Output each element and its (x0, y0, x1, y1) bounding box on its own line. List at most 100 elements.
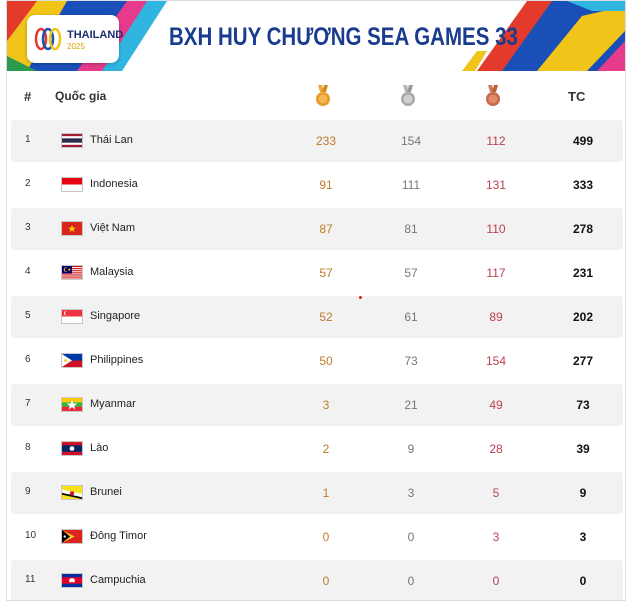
vietnam-flag-icon (61, 221, 83, 236)
gold-cell: 87 (319, 222, 333, 236)
silver-cell: 61 (404, 310, 418, 324)
total-header: TC (568, 89, 586, 104)
bronze-cell: 0 (492, 574, 500, 588)
country-cell: Indonesia (90, 178, 138, 190)
country-cell: Thái Lan (90, 134, 133, 146)
table-header: # Quốc gia TC (7, 73, 625, 119)
gold-cell: 0 (322, 530, 330, 544)
gold-cell: 50 (319, 354, 333, 368)
gold-cell: 57 (319, 266, 333, 280)
laos-flag-icon (61, 441, 83, 456)
total-cell: 0 (579, 574, 587, 588)
rank-cell: 3 (25, 222, 31, 233)
total-cell: 499 (572, 134, 594, 148)
country-cell: Philippines (90, 354, 144, 366)
rank-cell: 1 (25, 134, 31, 145)
silver-cell: 111 (401, 178, 421, 192)
table-row: 3 Việt Nam 87 81 110 278 (11, 208, 623, 250)
total-cell: 278 (572, 222, 594, 236)
bronze-cell: 49 (489, 398, 503, 412)
country-header: Quốc gia (55, 89, 107, 103)
rank-cell: 6 (25, 354, 31, 365)
rank-cell: 10 (25, 530, 37, 541)
brunei-flag-icon (61, 485, 83, 500)
gold-cell: 233 (315, 134, 337, 148)
country-cell: Lào (90, 442, 109, 454)
silver-cell: 0 (407, 574, 415, 588)
rank-cell: 4 (25, 266, 31, 277)
silver-cell: 9 (407, 442, 415, 456)
bronze-medal-icon (486, 85, 500, 106)
gold-cell: 0 (322, 574, 330, 588)
country-cell: Brunei (90, 486, 122, 498)
table-row: 8 Lào 2 9 28 39 (11, 428, 623, 470)
bronze-cell: 110 (486, 222, 506, 236)
rank-cell: 5 (25, 310, 31, 321)
table-row: 1 Thái Lan 233 154 112 499 (11, 120, 623, 162)
malaysia-flag-icon (61, 265, 83, 280)
table-row: 11 Campuchia 0 0 0 0 (11, 560, 623, 600)
sea-games-emblem-icon (34, 27, 62, 51)
rank-cell: 11 (25, 574, 36, 585)
table-row: 5 Singapore 52 61 89 202 (11, 296, 623, 338)
table-row: 10 Đông Timor 0 0 3 3 (11, 516, 623, 558)
gold-cell: 2 (322, 442, 330, 456)
bronze-cell: 5 (492, 486, 500, 500)
gold-cell: 3 (322, 398, 330, 412)
total-cell: 3 (579, 530, 587, 544)
philippines-flag-icon (61, 353, 83, 368)
red-dot-marker (359, 296, 362, 299)
total-cell: 231 (572, 266, 594, 280)
rank-cell: 8 (25, 442, 31, 453)
medal-table-card: THAILAND 2025 BXH HUY CHƯƠNG SEA GAMES 3… (6, 0, 626, 601)
logo-text: THAILAND (67, 29, 124, 41)
gold-medal-icon (316, 85, 330, 106)
silver-cell: 154 (400, 134, 422, 148)
silver-cell: 57 (404, 266, 418, 280)
table-row: 6 Philippines 50 73 154 277 (11, 340, 623, 382)
silver-cell: 3 (407, 486, 415, 500)
bronze-cell: 89 (489, 310, 503, 324)
table-row: 9 Brunei 1 3 5 9 (11, 472, 623, 514)
country-cell: Đông Timor (90, 530, 147, 542)
timor-leste-flag-icon (61, 529, 83, 544)
table-row: 2 Indonesia 91 111 131 333 (11, 164, 623, 206)
myanmar-flag-icon (61, 397, 83, 412)
silver-medal-icon (401, 85, 415, 106)
gold-cell: 52 (319, 310, 333, 324)
rank-cell: 7 (25, 398, 31, 409)
table-row: 7 Myanmar 3 21 49 73 (11, 384, 623, 426)
bronze-cell: 28 (489, 442, 503, 456)
country-cell: Campuchia (90, 574, 146, 586)
banner: THAILAND 2025 BXH HUY CHƯƠNG SEA GAMES 3… (7, 1, 625, 71)
rank-cell: 9 (25, 486, 31, 497)
indonesia-flag-icon (61, 177, 83, 192)
total-cell: 333 (572, 178, 594, 192)
bronze-cell: 117 (486, 266, 506, 280)
singapore-flag-icon (61, 309, 83, 324)
gold-cell: 91 (319, 178, 333, 192)
bronze-cell: 131 (485, 178, 507, 192)
silver-cell: 0 (407, 530, 415, 544)
country-cell: Việt Nam (90, 222, 136, 234)
total-cell: 202 (572, 310, 594, 324)
table-row: 4 Malaysia 57 57 117 231 (11, 252, 623, 294)
thailand-flag-icon (61, 133, 83, 148)
gold-cell: 1 (322, 486, 330, 500)
country-cell: Singapore (90, 310, 141, 322)
silver-cell: 21 (404, 398, 418, 412)
total-cell: 73 (576, 398, 590, 412)
thailand-2025-logo: THAILAND 2025 (27, 15, 123, 63)
country-cell: Malaysia (90, 266, 134, 278)
rank-cell: 2 (25, 178, 31, 189)
silver-cell: 81 (404, 222, 418, 236)
cambodia-flag-icon (61, 573, 83, 588)
total-cell: 9 (579, 486, 587, 500)
silver-cell: 73 (404, 354, 418, 368)
total-cell: 39 (576, 442, 590, 456)
country-cell: Myanmar (90, 398, 136, 410)
bronze-cell: 154 (485, 354, 507, 368)
page-title: BXH HUY CHƯƠNG SEA GAMES 33 (169, 23, 518, 51)
rank-header: # (24, 89, 32, 104)
total-cell: 277 (572, 354, 594, 368)
